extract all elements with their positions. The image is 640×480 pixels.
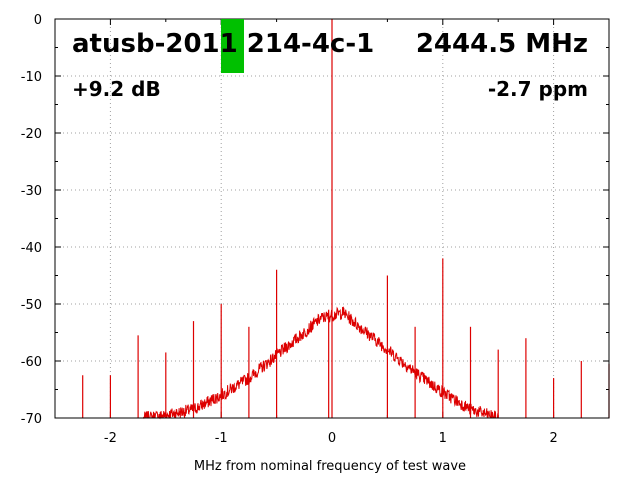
frequency-label: 2444.5 MHz	[416, 29, 588, 59]
y-axis-ticks: 0 -10 -20 -30 -40 -50 -60 -70	[21, 13, 609, 427]
plot-frame	[54, 18, 610, 419]
spur-series	[82, 19, 610, 418]
y-tick-label: -20	[21, 127, 42, 142]
y-tick-label: -30	[21, 184, 42, 199]
y-tick-label: -40	[21, 241, 42, 256]
status-marker	[221, 19, 244, 73]
x-axis-label: MHz from nominal frequency of test wave	[194, 459, 466, 474]
x-tick-label: -2	[104, 431, 117, 446]
x-tick-label: 2	[549, 431, 557, 446]
y-tick-label: 0	[34, 13, 42, 28]
y-tick-label: -70	[21, 412, 42, 427]
y-tick-label: -50	[21, 298, 42, 313]
x-tick-label: 0	[328, 431, 336, 446]
gain-label: +9.2 dB	[72, 77, 161, 101]
noise-floor-series	[143, 306, 499, 420]
chart-title: atusb-2011 214-4c-1	[72, 29, 374, 59]
ppm-label: -2.7 ppm	[488, 77, 588, 101]
x-tick-label: 1	[439, 431, 447, 446]
y-tick-label: -60	[21, 355, 42, 370]
noise-floor-trace	[143, 306, 499, 420]
x-tick-label: -1	[215, 431, 228, 446]
y-tick-label: -10	[21, 70, 42, 85]
